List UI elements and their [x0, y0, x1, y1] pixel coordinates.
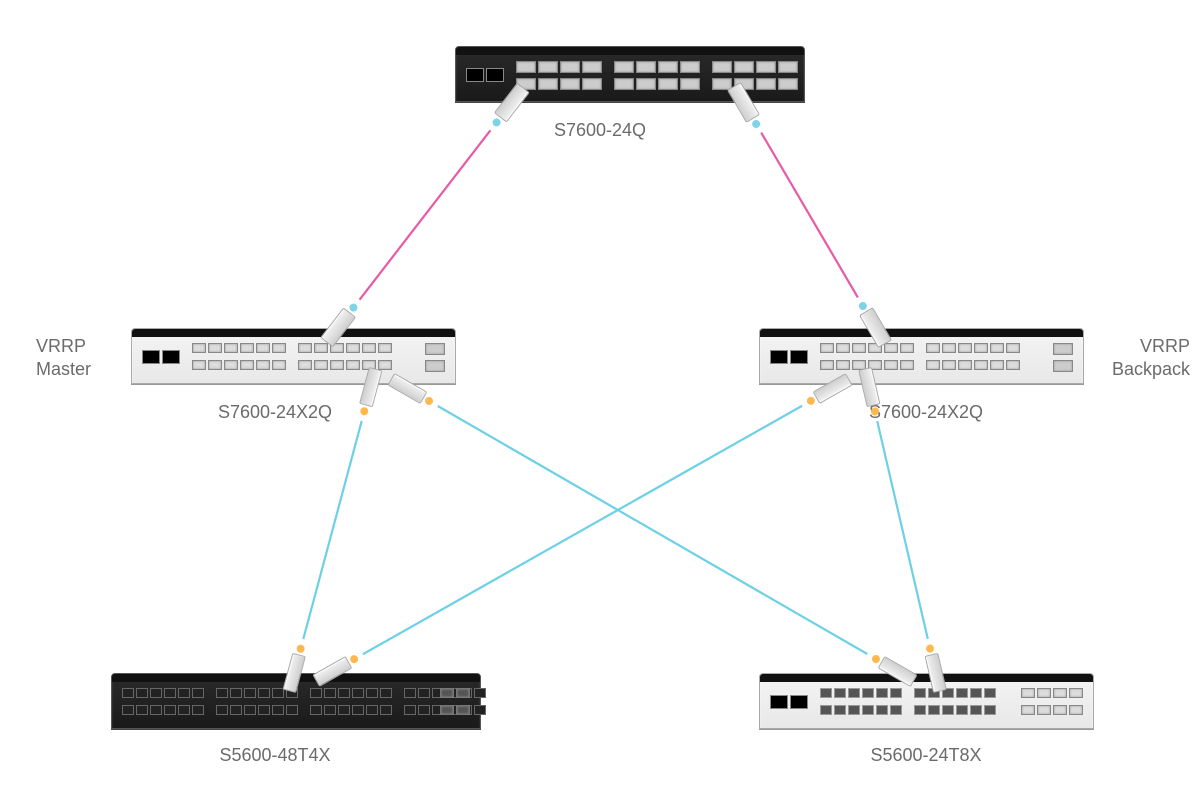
cable: [761, 133, 858, 298]
uplink-ports: [425, 360, 445, 372]
switch-model-label: S7600-24Q: [500, 120, 700, 141]
uplink-ports: [1021, 688, 1083, 698]
uplink-ports: [1021, 705, 1083, 715]
uplink-ports: [425, 343, 445, 355]
switch-role-label: VRRPMaster: [36, 335, 126, 380]
ports-row-top: [192, 343, 392, 353]
cable: [303, 421, 361, 639]
uplink-ports: [440, 688, 470, 698]
cable: [877, 421, 928, 639]
mgmt-ports: [466, 68, 504, 82]
switch-topbar: [132, 329, 455, 337]
ports-row-top: [516, 61, 798, 73]
switch-mid_right: [759, 328, 1084, 384]
switch-topbar: [456, 47, 804, 55]
switch-model-label: S5600-48T4X: [175, 745, 375, 766]
mgmt-ports: [142, 350, 180, 364]
cable: [363, 406, 802, 654]
cable: [360, 130, 491, 299]
ports-row-top: [820, 343, 1020, 353]
switch-topbar: [760, 329, 1083, 337]
ports-row-bottom: [516, 78, 798, 90]
network-topology-diagram: S7600-24Q S7600-24X2Q VRRPMaster S7600-24X2…: [0, 0, 1200, 793]
cable: [438, 406, 868, 654]
ports-row-top: [122, 688, 486, 698]
switch-model-label: S7600-24X2Q: [826, 402, 1026, 423]
ports-row-bottom: [820, 360, 1020, 370]
switch-model-label: S7600-24X2Q: [175, 402, 375, 423]
uplink-ports: [1053, 343, 1073, 355]
switch-model-label: S5600-24T8X: [826, 745, 1026, 766]
ports-row-bottom: [820, 705, 996, 715]
switch-role-label: VRRPBackpack: [1090, 335, 1190, 380]
ports-row-bottom: [192, 360, 392, 370]
uplink-ports: [440, 705, 470, 715]
uplink-ports: [1053, 360, 1073, 372]
switch-chassis: [759, 328, 1084, 384]
mgmt-ports: [770, 350, 808, 364]
ports-row-bottom: [122, 705, 486, 715]
mgmt-ports: [770, 695, 808, 709]
